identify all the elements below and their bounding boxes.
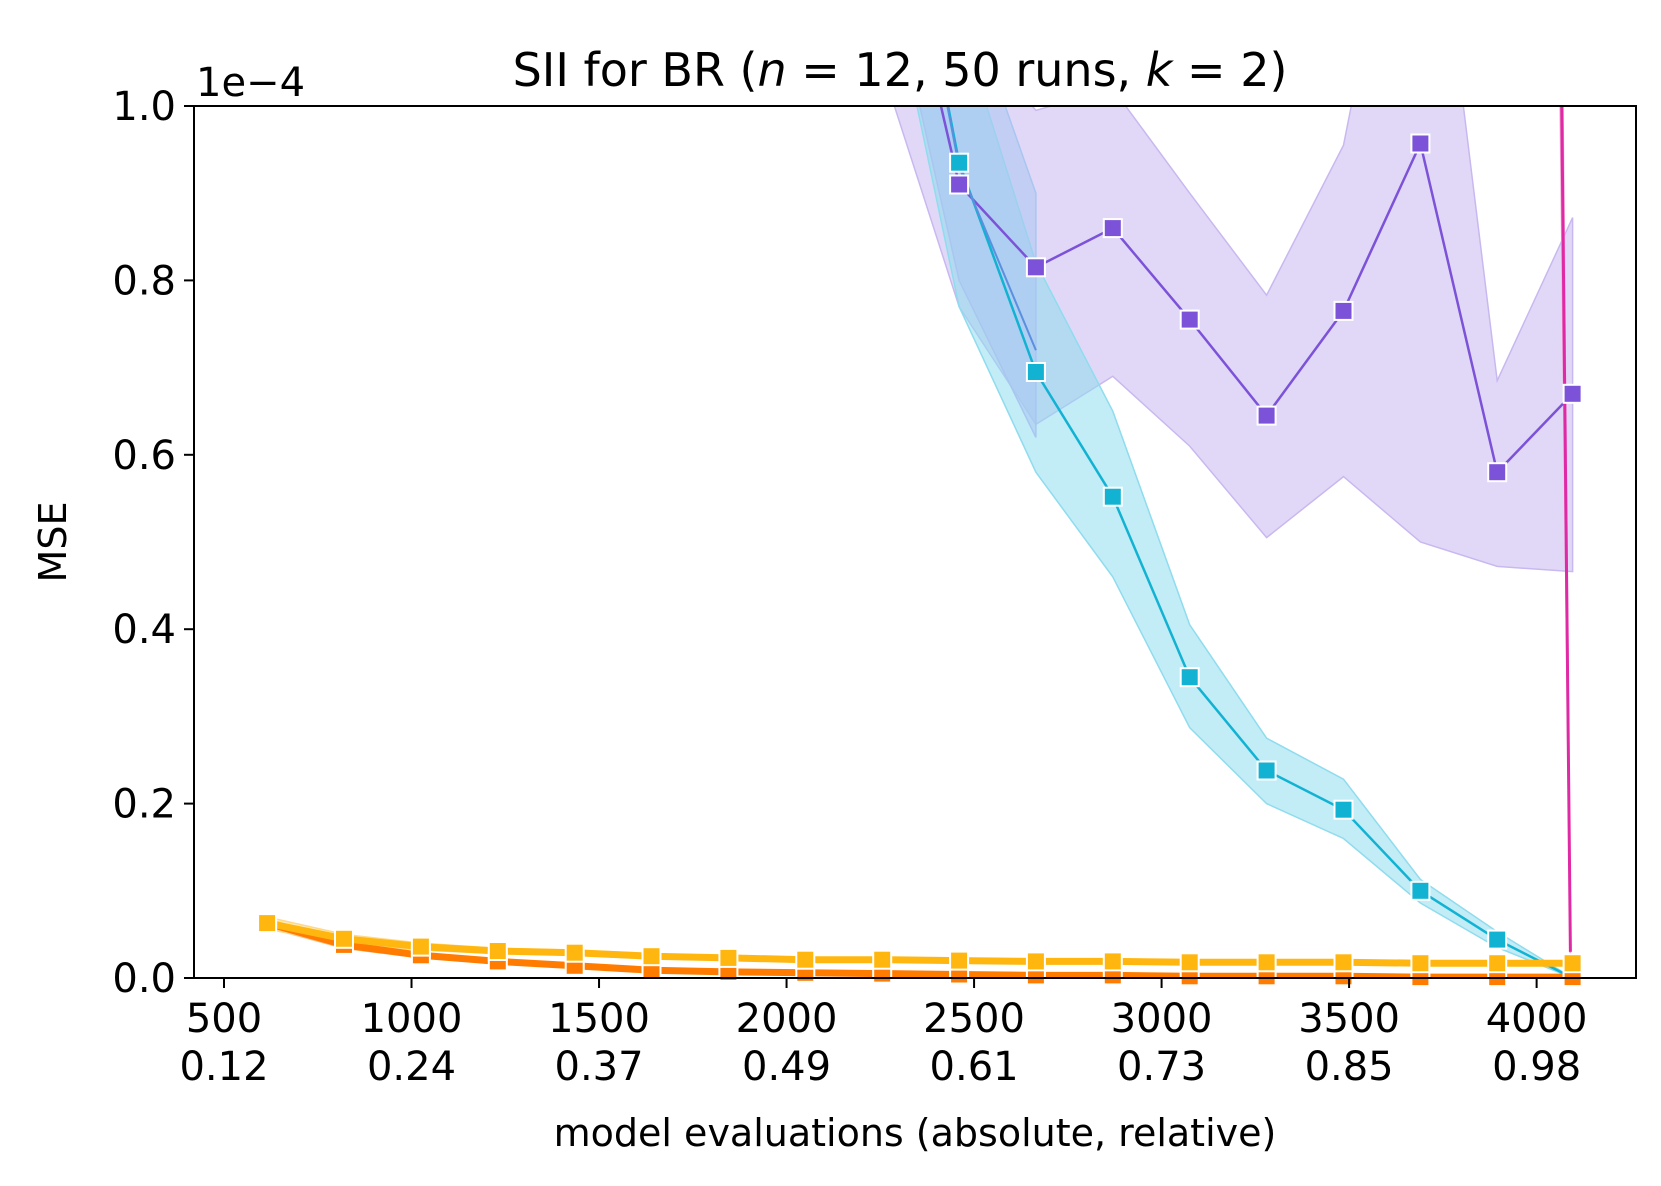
marker-cyan (1410, 880, 1431, 901)
x-tick-label-relative: 0.37 (555, 1044, 644, 1090)
x-tick-label-relative: 0.73 (1117, 1044, 1206, 1090)
marker-yellow (1102, 951, 1123, 972)
marker-yellow (949, 950, 970, 971)
marker-yellow (487, 941, 508, 961)
x-axis-label: model evaluations (absolute, relative) (554, 1111, 1277, 1155)
y-tick-label: 0.2 (112, 782, 176, 828)
marker-yellow (641, 946, 662, 967)
marker-purple (1102, 218, 1123, 239)
x-tick-label: 1000 (361, 996, 463, 1042)
marker-yellow (1025, 951, 1046, 972)
marker-purple (1333, 300, 1354, 321)
marker-yellow (257, 913, 278, 934)
confidence-bands (266, 106, 1574, 978)
marker-yellow (1487, 953, 1508, 974)
x-tick-label-relative: 0.98 (1492, 1044, 1581, 1090)
y-tick-label: 1.0 (112, 84, 176, 130)
x-tick-label-relative: 0.85 (1305, 1044, 1394, 1090)
y-tick-label: 0.4 (112, 607, 176, 653)
y-axis-ticks: 0.0 0.2 0.4 0.6 0.8 1.0 (112, 84, 194, 1002)
marker-purple (1256, 405, 1277, 426)
marker-cyan (1256, 760, 1277, 781)
marker-yellow (1562, 953, 1583, 974)
marker-purple (1179, 309, 1200, 330)
marker-yellow (1256, 952, 1277, 973)
x-tick-label-relative: 0.12 (179, 1044, 268, 1090)
marker-yellow (718, 947, 739, 968)
y-tick-label: 0.6 (112, 433, 176, 479)
y-axis-multiplier: 1e−4 (196, 60, 305, 106)
marker-yellow (564, 942, 585, 963)
marker-yellow (872, 949, 893, 970)
marker-yellow (1179, 952, 1200, 973)
line-cyan (946, 106, 1574, 978)
x-tick-label-relative: 0.49 (742, 1044, 831, 1090)
marker-yellow (795, 949, 816, 970)
x-tick-label: 2000 (736, 996, 838, 1042)
band-blue (918, 106, 1037, 438)
y-tick-label: 0.0 (112, 956, 176, 1002)
marker-cyan (1487, 929, 1508, 950)
y-axis-label: MSE (31, 502, 75, 583)
chart-title: SII for BR (n = 12, 50 runs, k = 2) (513, 43, 1288, 97)
line-orange (266, 919, 1573, 978)
x-tick-label-relative: 0.61 (930, 1044, 1019, 1090)
x-tick-label: 2500 (923, 996, 1025, 1042)
marker-purple (1487, 462, 1508, 483)
plot-frame (193, 105, 1637, 979)
marker-yellow (334, 928, 354, 949)
marker-purple (1562, 383, 1583, 404)
marker-cyan (949, 152, 970, 173)
marker-cyan (1179, 667, 1200, 688)
marker-cyan (1102, 486, 1123, 507)
x-tick-label-relative: 0.24 (367, 1044, 456, 1090)
marker-yellow (1410, 953, 1431, 974)
line-yellow (266, 919, 1573, 967)
y-tick-label: 0.8 (112, 258, 176, 304)
marker-cyan (1025, 362, 1046, 382)
marker-cyan (1333, 799, 1354, 820)
marker-purple (949, 174, 970, 195)
x-tick-label: 1500 (548, 996, 650, 1042)
marker-purple (1025, 257, 1046, 278)
x-tick-label: 500 (186, 996, 262, 1042)
marker-purple (1410, 133, 1431, 154)
x-tick-label: 3000 (1111, 996, 1213, 1042)
marker-yellow (1333, 952, 1354, 973)
x-tick-label: 4000 (1486, 996, 1588, 1042)
line-purple (939, 106, 1574, 474)
marker-yellow (410, 936, 431, 957)
x-tick-label: 3500 (1298, 996, 1400, 1042)
